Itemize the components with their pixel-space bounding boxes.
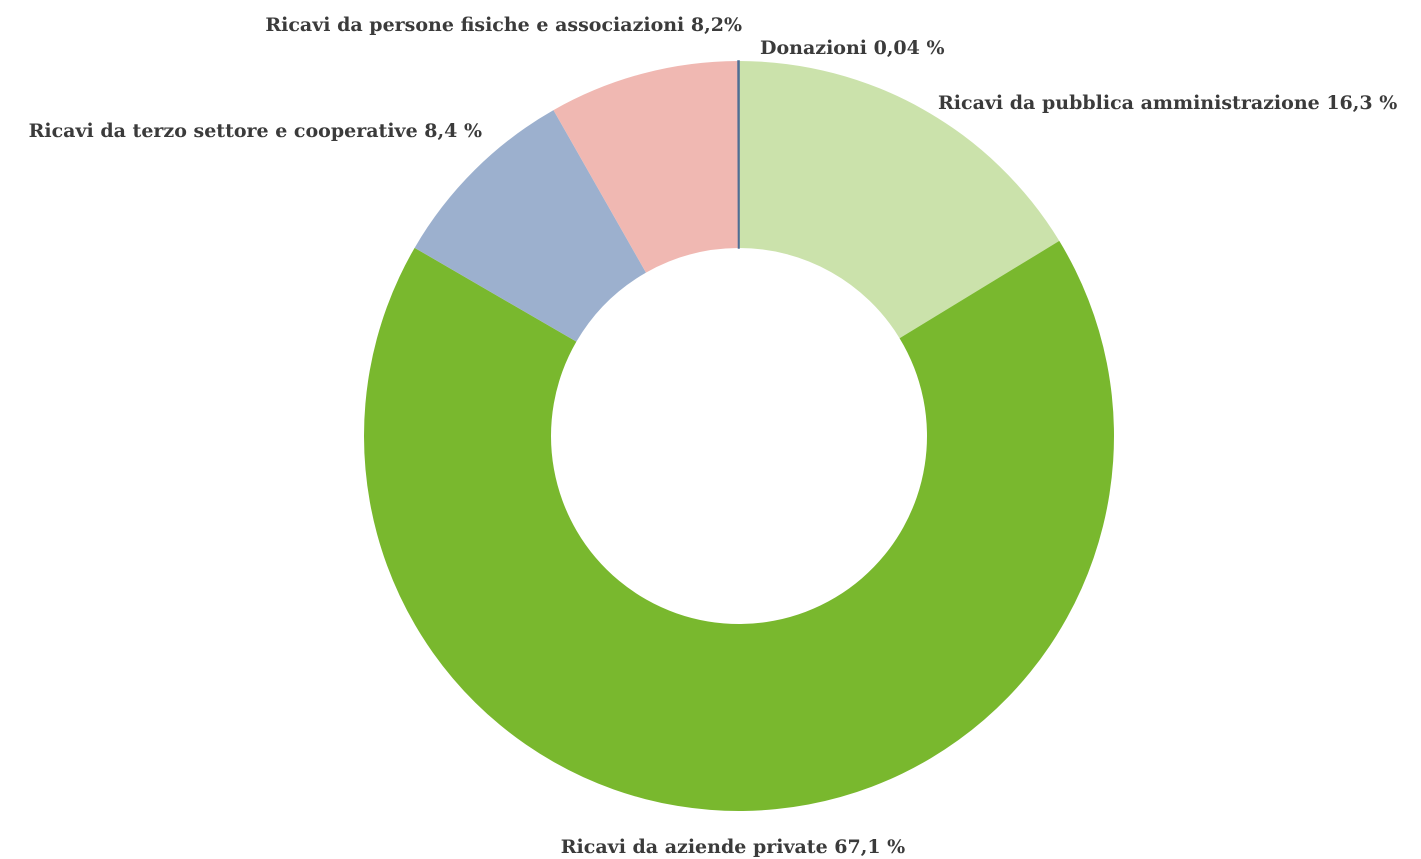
label-ricavi-da-terzo-settore-e-cooperative: Ricavi da terzo settore e cooperative 8,… — [29, 120, 482, 142]
slice-ricavi-da-terzo-settore-e-cooperative — [414, 110, 646, 342]
slice-ricavi-da-persone-fisiche-e-associazioni — [553, 61, 739, 273]
label-ricavi-da-aziende-private: Ricavi da aziende private 67,1 % — [561, 836, 905, 858]
label-donazioni: Donazioni 0,04 % — [760, 37, 945, 59]
slice-ricavi-da-aziende-private — [363, 240, 1114, 811]
slice-donazioni — [737, 60, 740, 249]
label-ricavi-da-pubblica-amministrazione: Ricavi da pubblica amministrazione 16,3 … — [938, 92, 1397, 114]
slice-labels: Ricavi da pubblica amministrazione 16,3 … — [29, 14, 1398, 858]
donut-slices — [363, 60, 1114, 811]
slice-ricavi-da-pubblica-amministrazione — [739, 61, 1060, 339]
label-ricavi-da-persone-fisiche-e-associazioni: Ricavi da persone fisiche e associazioni… — [265, 14, 742, 36]
